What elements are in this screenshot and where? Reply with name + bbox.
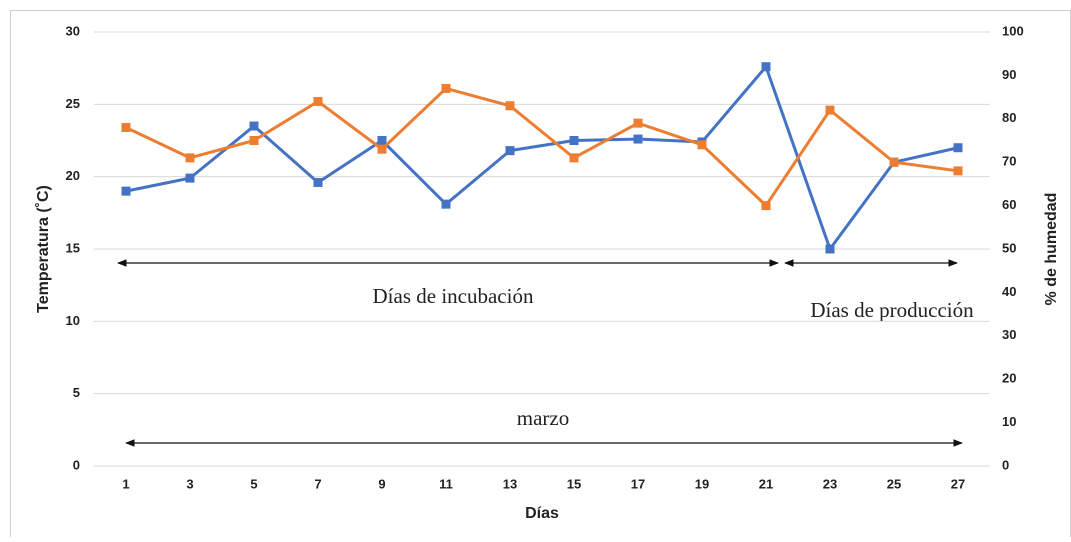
point-marker <box>505 101 515 111</box>
point-marker <box>377 144 387 154</box>
point-marker <box>249 121 259 131</box>
x-tick-label: 23 <box>823 476 837 491</box>
point-marker <box>825 105 835 115</box>
y2-axis-title: % de humedad <box>1043 193 1060 306</box>
annotation: Días de producción <box>810 298 974 322</box>
point-marker <box>633 118 643 128</box>
y2-tick-label: 40 <box>1002 284 1016 299</box>
y-tick-label: 30 <box>66 23 80 38</box>
y-tick-label: 0 <box>73 457 80 472</box>
y2-tick-label: 90 <box>1002 67 1016 82</box>
y2-tick-label: 60 <box>1002 197 1016 212</box>
point-marker <box>249 136 259 145</box>
x-tick-label: 1 <box>122 476 129 491</box>
point-marker <box>697 140 707 150</box>
point-marker <box>441 199 451 209</box>
point-marker <box>761 201 771 211</box>
point-marker <box>889 157 899 167</box>
point-marker <box>569 136 579 145</box>
y-tick-label: 5 <box>73 385 80 400</box>
point-marker <box>377 136 387 145</box>
y-tick-label: 25 <box>66 96 80 111</box>
point-marker <box>825 244 835 254</box>
x-tick-label: 21 <box>759 476 773 491</box>
y2-tick-label: 50 <box>1002 240 1016 255</box>
x-tick-label: 3 <box>186 476 193 491</box>
y2-tick-label: 100 <box>1002 23 1024 38</box>
x-tick-label: 7 <box>314 476 321 491</box>
x-tick-label: 9 <box>378 476 385 491</box>
x-tick-label: 17 <box>631 476 645 491</box>
x-axis-title: Días <box>525 505 559 522</box>
x-tick-label: 19 <box>695 476 709 491</box>
x-tick-label: 25 <box>887 476 901 491</box>
annotation: Días de incubación <box>373 284 534 308</box>
point-marker <box>121 122 131 132</box>
point-marker <box>953 143 963 153</box>
point-marker <box>121 186 131 196</box>
y2-tick-label: 80 <box>1002 110 1016 125</box>
x-tick-label: 11 <box>439 476 453 491</box>
point-marker <box>953 166 963 176</box>
point-marker <box>313 177 323 187</box>
point-marker <box>441 83 451 93</box>
y-tick-label: 20 <box>66 168 80 183</box>
y2-tick-label: 20 <box>1002 371 1016 386</box>
x-tick-label: 27 <box>951 476 965 491</box>
point-marker <box>761 62 771 72</box>
chart-border <box>10 10 1071 541</box>
point-marker <box>633 134 643 144</box>
point-marker <box>505 146 515 156</box>
y2-tick-label: 0 <box>1002 457 1009 472</box>
annotation: marzo <box>517 406 569 430</box>
y2-tick-label: 30 <box>1002 327 1016 342</box>
y-tick-label: 15 <box>66 240 80 255</box>
y-tick-label: 10 <box>66 313 80 328</box>
y2-tick-label: 70 <box>1002 154 1016 169</box>
x-tick-label: 13 <box>503 476 517 491</box>
x-tick-label: 15 <box>567 476 581 491</box>
y2-tick-label: 10 <box>1002 414 1016 429</box>
series-line <box>125 86 959 208</box>
y-axis-title: Temperatura (˚C) <box>35 185 52 313</box>
x-tick-label: 5 <box>250 476 257 491</box>
point-marker <box>185 173 195 183</box>
point-marker <box>569 153 579 163</box>
point-marker <box>185 153 195 163</box>
point-marker <box>313 96 323 106</box>
series-line <box>125 65 959 251</box>
